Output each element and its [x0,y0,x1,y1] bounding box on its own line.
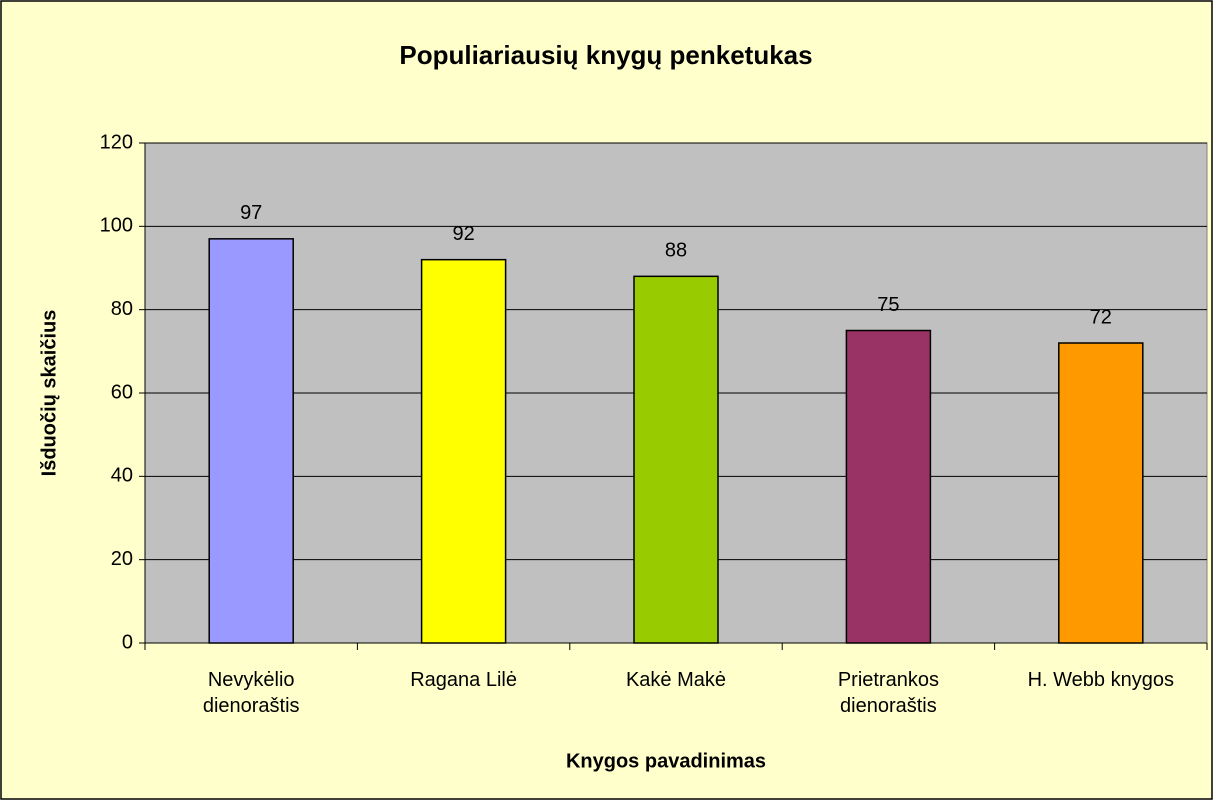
y-tick-label: 80 [111,298,133,320]
y-tick-label: 120 [100,131,133,153]
y-tick-label: 20 [111,548,133,570]
y-tick-label: 40 [111,465,133,487]
bar [633,275,719,644]
bar [1058,342,1144,644]
data-label: 88 [665,240,687,262]
y-tick-label: 60 [111,381,133,403]
y-tick-label: 0 [122,631,133,653]
bar [845,329,932,644]
y-axis-title: Išduočių skaičius [38,310,60,477]
x-tick-label: H. Webb knygos [1027,669,1174,691]
data-label: 97 [240,202,262,224]
y-tick-label: 100 [100,215,133,237]
x-tick-label: Nevykėlio dienoraštis [202,669,300,717]
bar [208,238,294,644]
x-tick-label: Ragana Lilė [410,669,517,691]
data-label: 72 [1090,306,1112,328]
data-label: 92 [452,223,474,245]
x-tick-label: Kakė Makė [625,669,727,691]
x-axis-title: Knygos pavadinimas [566,750,766,772]
data-label: 75 [877,294,899,316]
x-tick-label: Prietrankos dienoraštis [837,669,939,717]
bar [420,258,507,644]
chart-title: Populiariausių knygų penketukas [399,40,812,70]
